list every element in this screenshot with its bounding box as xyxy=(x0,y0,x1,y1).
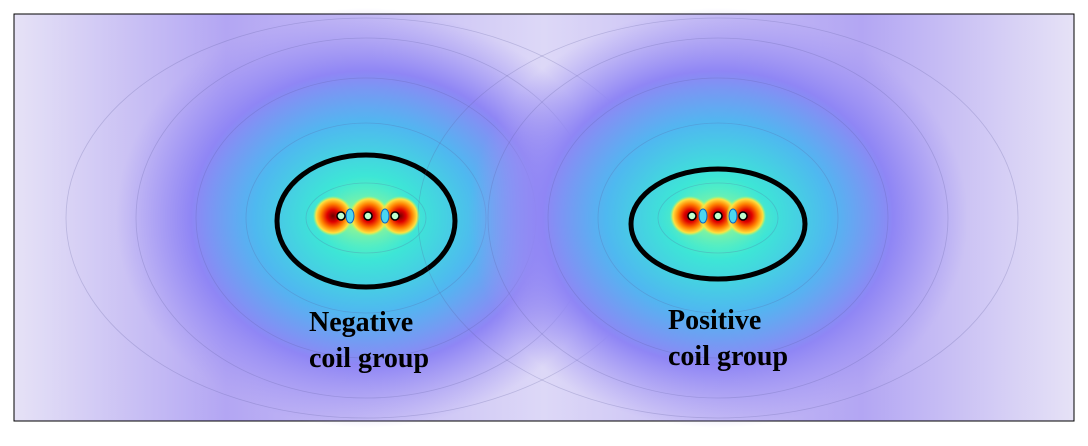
label-line: Positive xyxy=(668,305,761,336)
label-line: coil group xyxy=(309,343,429,374)
label-line: coil group xyxy=(668,341,788,372)
field-right xyxy=(417,8,1019,428)
field-left xyxy=(65,8,667,428)
label-line: Negative xyxy=(309,307,413,338)
